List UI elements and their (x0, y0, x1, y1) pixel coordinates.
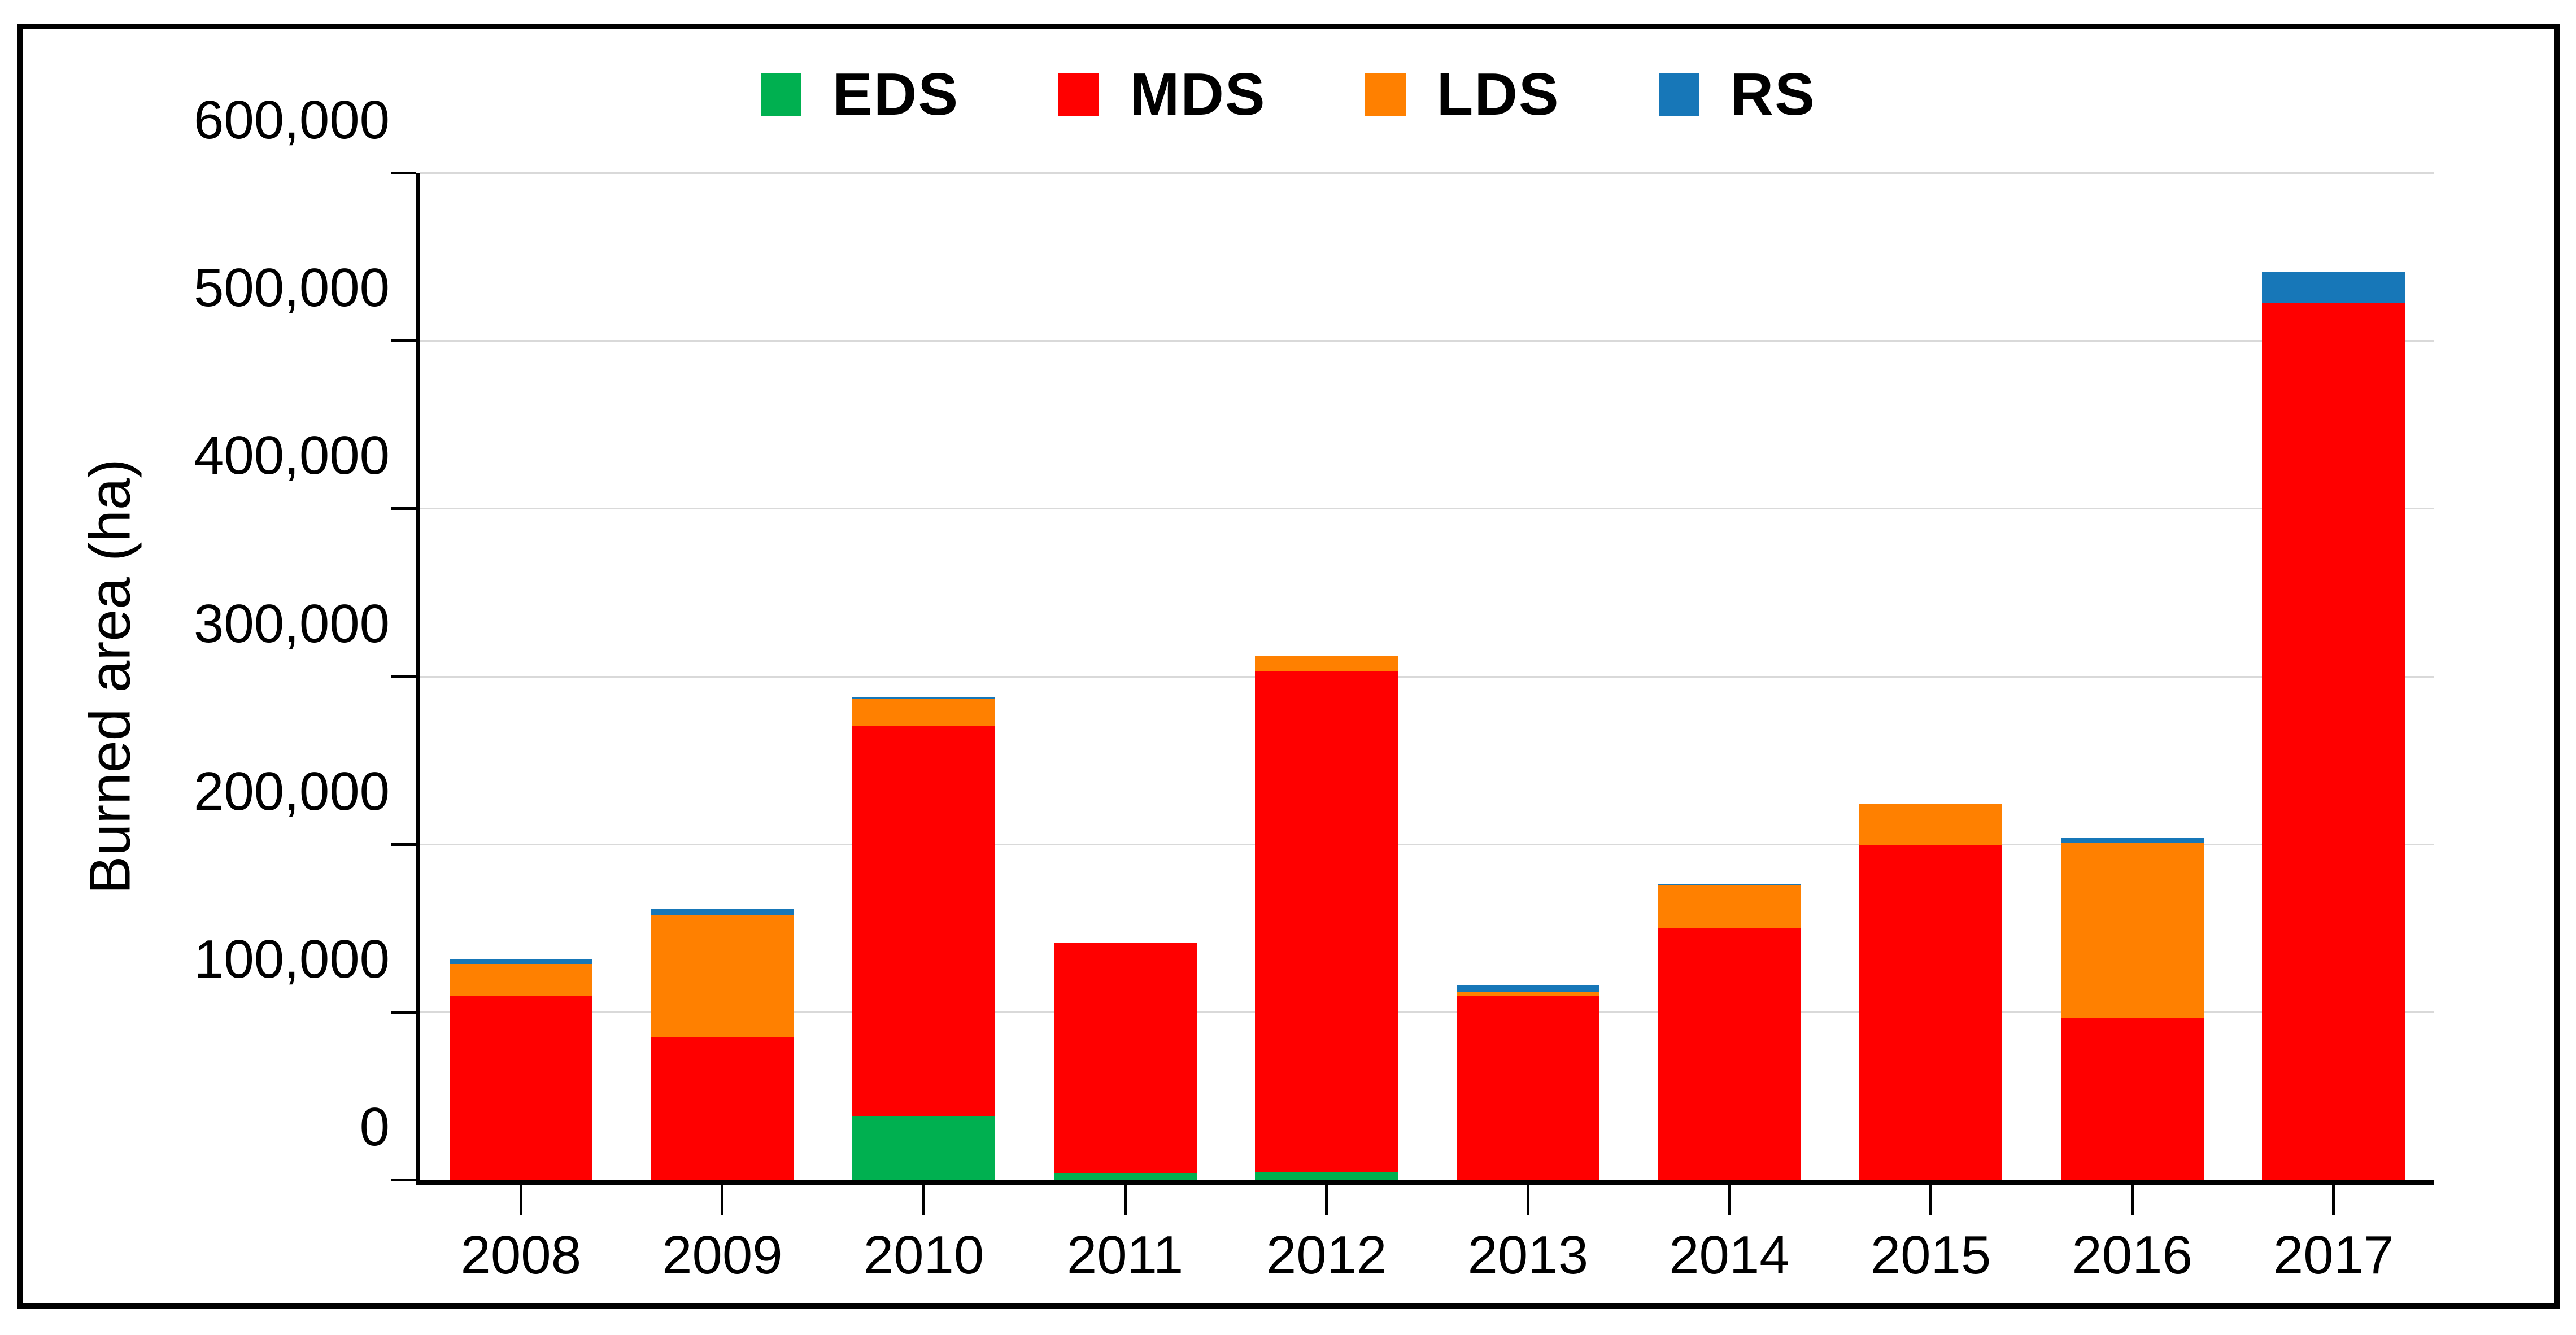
bar-segment-MDS-2016 (2060, 1018, 2204, 1180)
y-axis-tick (391, 1010, 416, 1014)
x-axis-tick (519, 1185, 522, 1215)
bar-2012 (1255, 656, 1398, 1180)
x-axis-tick (2130, 1185, 2134, 1215)
legend-label-RS: RS (1730, 61, 1816, 128)
bar-2015 (1859, 803, 2002, 1180)
x-axis-label-2012: 2012 (1266, 1225, 1387, 1285)
bar-2016 (2060, 837, 2204, 1180)
legend-swatch-LDS (1365, 73, 1406, 116)
figure-frame: EDS MDS LDS RS Burned area (ha) 0 100,000 200… (17, 24, 2560, 1309)
bar-segment-RS-2014 (1658, 884, 1801, 885)
bar-segment-LDS-2014 (1658, 885, 1801, 929)
gridline-300000 (420, 675, 2434, 678)
y-axis-tick-label: 500,000 (193, 258, 390, 319)
bar-segment-LDS-2012 (1255, 656, 1398, 671)
y-axis-tick (391, 507, 416, 511)
x-axis-tick (1123, 1185, 1127, 1215)
x-axis-tick (1728, 1185, 1731, 1215)
bar-2009 (651, 908, 794, 1180)
y-axis-tick-label: 400,000 (193, 425, 390, 486)
bar-segment-MDS-2010 (852, 726, 995, 1116)
legend-item-LDS: LDS (1365, 60, 1560, 129)
x-axis-label-2017: 2017 (2273, 1225, 2394, 1285)
y-axis-tick-label: 300,000 (193, 593, 390, 654)
gridline-600000 (420, 172, 2434, 174)
gridline-200000 (420, 843, 2434, 845)
x-axis-label-2011: 2011 (1066, 1225, 1184, 1285)
x-axis-tick (1929, 1185, 1932, 1215)
bar-2010 (852, 697, 995, 1180)
x-axis-label-2008: 2008 (460, 1225, 582, 1285)
bar-2014 (1658, 884, 1801, 1180)
legend-item-EDS: EDS (761, 60, 959, 129)
bar-segment-LDS-2013 (1456, 992, 1599, 996)
x-axis-tick (2332, 1185, 2335, 1215)
bar-segment-EDS-2011 (1053, 1172, 1197, 1180)
x-axis-label-2014: 2014 (1669, 1225, 1790, 1285)
bar-2011 (1053, 943, 1197, 1180)
x-axis-label-2015: 2015 (1870, 1225, 1991, 1285)
x-axis-tick (1325, 1185, 1328, 1215)
y-axis-title: Burned area (ha) (77, 459, 142, 895)
bar-segment-MDS-2013 (1456, 996, 1599, 1180)
bar-segment-LDS-2016 (2060, 843, 2204, 1019)
x-axis-tick (922, 1185, 925, 1215)
y-axis-tick (391, 172, 416, 174)
legend-swatch-MDS (1058, 73, 1099, 116)
bar-segment-RS-2017 (2262, 272, 2405, 303)
bar-2017 (2262, 272, 2405, 1180)
y-axis-tick (391, 339, 416, 343)
plot-area: 0 100,000 200,000 300,000 400,000 500,000 600,… (194, 93, 2434, 1285)
bar-segment-LDS-2009 (651, 915, 794, 1038)
legend-item-RS: RS (1658, 60, 1816, 129)
gridline-100000 (420, 1011, 2434, 1013)
y-axis-tick (391, 675, 416, 678)
y-axis-tick-label: 0 (359, 1097, 390, 1157)
chart-legend: EDS MDS LDS RS (23, 60, 2554, 129)
y-axis-tick-label: 600,000 (193, 90, 390, 150)
x-axis-label-2016: 2016 (2072, 1225, 2193, 1285)
bar-segment-LDS-2015 (1859, 804, 2002, 845)
x-axis-tick (721, 1185, 724, 1215)
bar-segment-MDS-2009 (651, 1037, 794, 1180)
bar-segment-LDS-2010 (852, 699, 995, 727)
x-axis-label-2009: 2009 (662, 1225, 783, 1285)
y-axis-tick (391, 1179, 416, 1181)
x-axis-label-2010: 2010 (863, 1225, 984, 1285)
bar-2013 (1456, 984, 1599, 1180)
legend-label-LDS: LDS (1436, 61, 1560, 128)
legend-item-MDS: MDS (1058, 60, 1266, 129)
bar-segment-RS-2013 (1456, 984, 1599, 993)
legend-label-MDS: MDS (1130, 61, 1266, 128)
bar-segment-MDS-2012 (1255, 671, 1398, 1172)
bar-segment-EDS-2012 (1255, 1172, 1398, 1180)
bar-segment-MDS-2015 (1859, 844, 2002, 1180)
legend-swatch-RS (1658, 73, 1699, 116)
bar-segment-MDS-2017 (2262, 302, 2405, 1180)
bar-segment-MDS-2014 (1658, 928, 1801, 1180)
bar-segment-LDS-2008 (449, 963, 592, 996)
y-axis-tick-label: 200,000 (193, 761, 390, 822)
bar-segment-RS-2016 (2060, 837, 2204, 843)
y-axis-tick-label: 100,000 (193, 928, 390, 989)
bar-segment-MDS-2011 (1053, 943, 1197, 1173)
bar-segment-RS-2009 (651, 908, 794, 915)
bar-2008 (449, 959, 592, 1180)
legend-label-EDS: EDS (832, 61, 960, 128)
y-axis-tick (391, 843, 416, 846)
x-axis-tick (1526, 1185, 1529, 1215)
bar-segment-EDS-2010 (852, 1115, 995, 1180)
bar-segment-MDS-2008 (449, 996, 592, 1180)
legend-swatch-EDS (761, 73, 802, 116)
x-axis-label-2013: 2013 (1467, 1225, 1589, 1285)
bar-segment-RS-2010 (852, 697, 995, 699)
bar-segment-RS-2008 (449, 959, 592, 964)
gridline-500000 (420, 340, 2434, 342)
gridline-400000 (420, 508, 2434, 510)
